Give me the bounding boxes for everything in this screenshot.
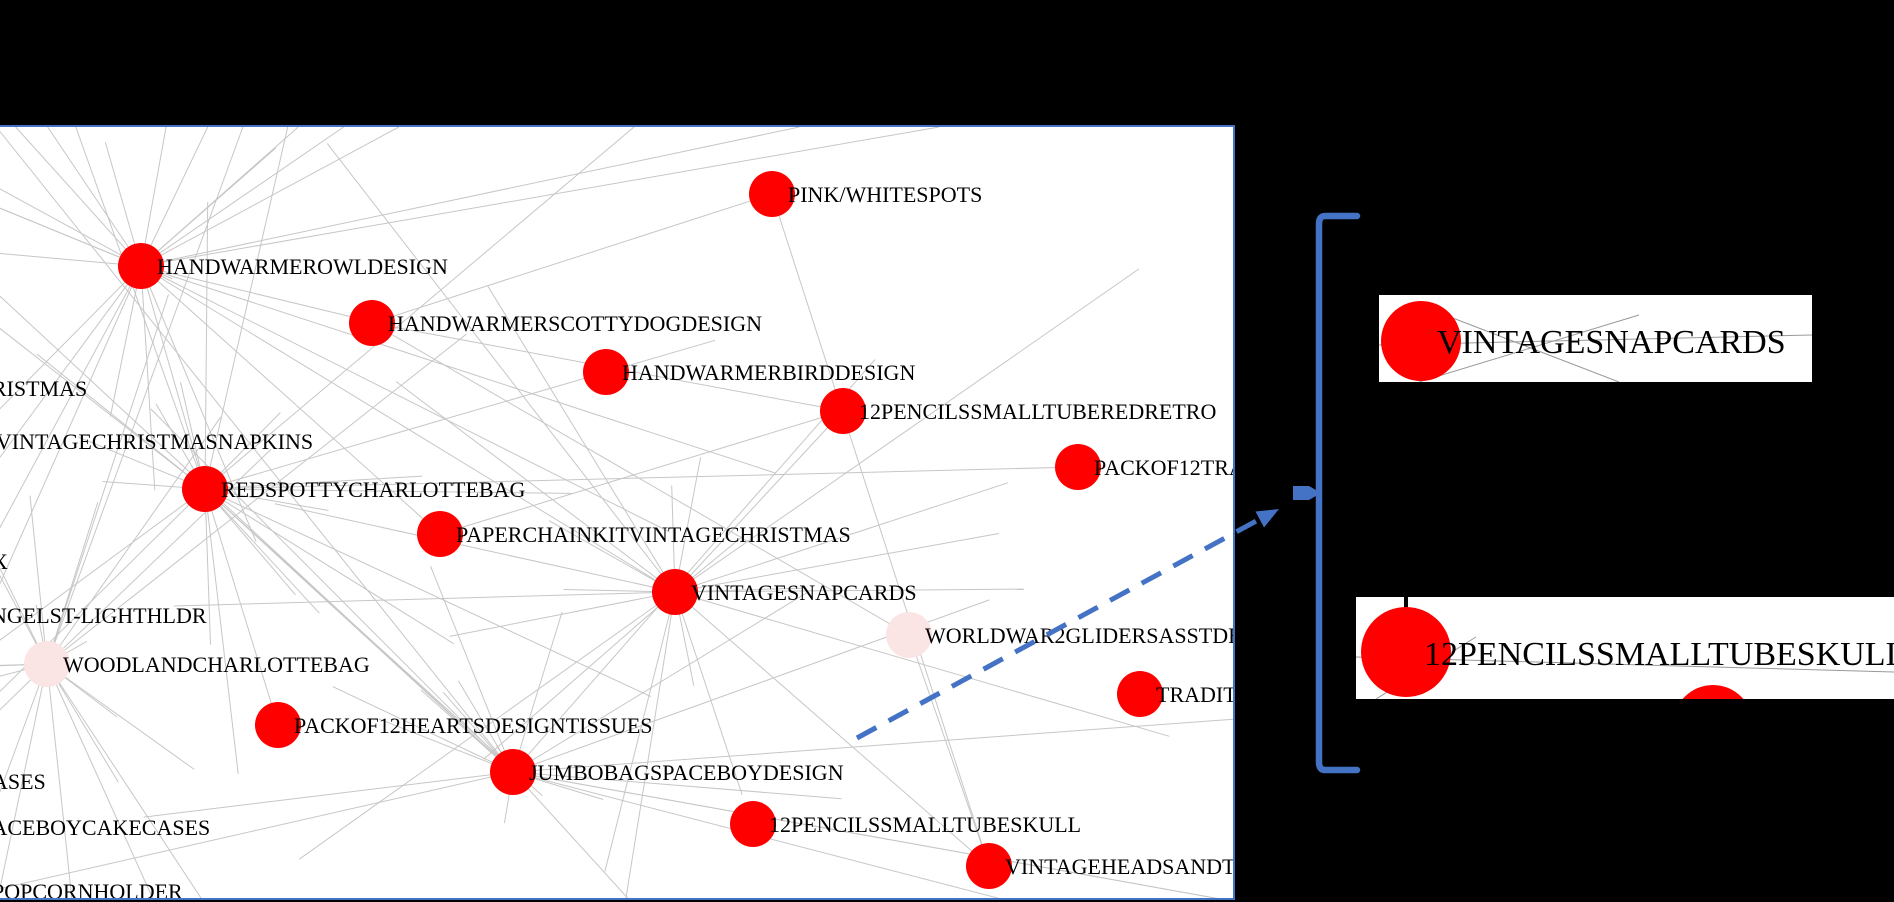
svg-text:PINK/WHITESPOTS: PINK/WHITESPOTS xyxy=(788,182,982,207)
svg-text:PACKOF12HEARTSDESIGNTISSUES: PACKOF12HEARTSDESIGNTISSUES xyxy=(294,713,653,738)
svg-text:VINTAGEHEADSANDTAILSCARDGAME: VINTAGEHEADSANDTAILSCARDGAME xyxy=(1005,854,1235,879)
svg-text:WOODLANDCHARLOTTEBAG: WOODLANDCHARLOTTEBAG xyxy=(63,652,370,677)
svg-text:ASES: ASES xyxy=(0,769,46,794)
svg-text:12PENCILSSMALLTUBESKULL: 12PENCILSSMALLTUBESKULL xyxy=(1424,636,1894,673)
svg-text:SETOF20VINTAGECHRISTMASNAPKINS: SETOF20VINTAGECHRISTMASNAPKINS xyxy=(0,429,313,454)
svg-text:JUMBOBAGSPACEBOYDESIGN: JUMBOBAGSPACEBOYDESIGN xyxy=(529,760,844,785)
svg-text:POPCORNHOLDER: POPCORNHOLDER xyxy=(0,879,183,900)
svg-text:GECHRISTMAS: GECHRISTMAS xyxy=(0,376,87,401)
svg-text:12PENCILSSMALLTUBESKULL: 12PENCILSSMALLTUBESKULL xyxy=(769,812,1081,837)
svg-text:PACKOF12TRADITIONALCRAYONS: PACKOF12TRADITIONALCRAYONS xyxy=(1094,455,1235,480)
svg-text:PAPERCHAINKITVINTAGECHRISTMAS: PAPERCHAINKITVINTAGECHRISTMAS xyxy=(456,522,851,547)
svg-text:HANDWARMEROWLDESIGN: HANDWARMEROWLDESIGN xyxy=(157,254,448,279)
svg-text:12PENCILSSMALLTUBEREDRETRO: 12PENCILSSMALLTUBEREDRETRO xyxy=(859,399,1216,424)
svg-text:60SPACEBOYCAKECASES: 60SPACEBOYCAKECASES xyxy=(0,815,210,840)
svg-text:ERANGELST-LIGHTHLDR: ERANGELST-LIGHTHLDR xyxy=(0,603,207,628)
svg-text:X: X xyxy=(0,549,8,574)
svg-text:TRADITIONALMODELLINGCLAY: TRADITIONALMODELLINGCLAY xyxy=(1156,682,1235,707)
svg-text:VINTAGESNAPCARDS: VINTAGESNAPCARDS xyxy=(1437,324,1786,361)
svg-text:VINTAGESNAPCARDS: VINTAGESNAPCARDS xyxy=(691,580,917,605)
svg-text:HANDWARMERSCOTTYDOGDESIGN: HANDWARMERSCOTTYDOGDESIGN xyxy=(388,311,762,336)
svg-text:WORLDWAR2GLIDERSASSTDESIGNS: WORLDWAR2GLIDERSASSTDESIGNS xyxy=(925,623,1235,648)
svg-text:HANDWARMERBIRDDESIGN: HANDWARMERBIRDDESIGN xyxy=(622,360,915,385)
svg-text:REDSPOTTYCHARLOTTEBAG: REDSPOTTYCHARLOTTEBAG xyxy=(221,477,525,502)
